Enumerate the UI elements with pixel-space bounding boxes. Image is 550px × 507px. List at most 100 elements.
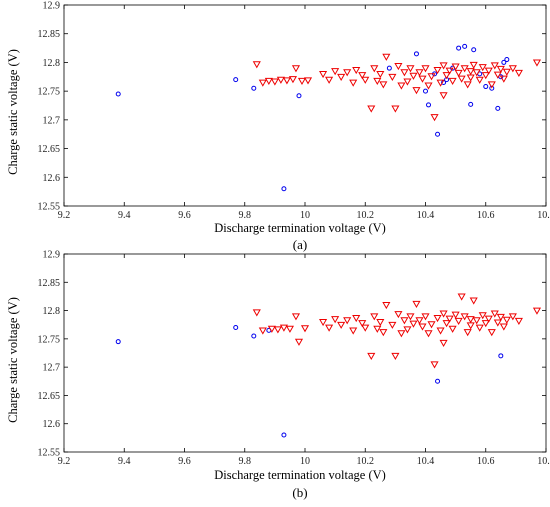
data-point-triangle bbox=[439, 62, 448, 70]
data-point-triangle bbox=[300, 325, 310, 333]
data-point-triangle bbox=[258, 79, 267, 87]
x-tick-label: 10.2 bbox=[357, 456, 375, 467]
data-point-triangle bbox=[282, 77, 291, 85]
y-tick-label: 12.6 bbox=[43, 173, 61, 184]
data-point-triangle bbox=[361, 76, 370, 84]
data-point-circle bbox=[483, 84, 489, 90]
data-point-triangle bbox=[273, 326, 282, 334]
y-tick-label: 12.65 bbox=[38, 144, 61, 155]
data-point-triangle bbox=[439, 92, 448, 100]
y-tick-label: 12.75 bbox=[38, 334, 61, 345]
data-point-triangle bbox=[478, 64, 487, 72]
y-tick-label: 12.85 bbox=[38, 278, 61, 289]
data-point-circle bbox=[296, 93, 302, 99]
data-point-triangle bbox=[454, 317, 463, 325]
data-point-triangle bbox=[397, 330, 406, 338]
data-point-circle bbox=[471, 47, 477, 53]
data-point-triangle bbox=[331, 68, 340, 76]
data-point-triangle bbox=[484, 67, 493, 75]
x-tick-label: 10.4 bbox=[417, 210, 435, 221]
data-point-triangle bbox=[391, 105, 400, 113]
y-axis-label: Charge static voltage (V) bbox=[6, 49, 20, 175]
data-point-triangle bbox=[270, 78, 279, 86]
data-point-triangle bbox=[463, 81, 472, 89]
data-point-triangle bbox=[472, 317, 481, 325]
data-point-triangle bbox=[493, 319, 502, 327]
x-tick-label: 9.4 bbox=[118, 456, 131, 467]
data-point-triangle bbox=[285, 325, 294, 333]
y-tick-label: 12.55 bbox=[38, 202, 61, 213]
data-point-triangle bbox=[445, 315, 454, 323]
data-point-triangle bbox=[499, 75, 508, 83]
plot-frame bbox=[63, 4, 547, 207]
data-point-triangle bbox=[337, 73, 346, 81]
data-point-triangle bbox=[325, 324, 334, 332]
data-point-triangle bbox=[415, 317, 424, 325]
data-point-triangle bbox=[370, 65, 379, 73]
data-point-triangle bbox=[442, 320, 451, 328]
data-point-triangle bbox=[448, 325, 457, 333]
data-point-triangle bbox=[394, 311, 403, 319]
data-point-triangle bbox=[487, 329, 496, 337]
data-point-triangle bbox=[490, 310, 499, 318]
data-point-triangle bbox=[487, 81, 496, 89]
data-point-circle bbox=[281, 186, 287, 192]
y-tick-label: 12.8 bbox=[43, 306, 61, 317]
data-point-triangle bbox=[382, 302, 391, 310]
data-point-triangle bbox=[406, 65, 415, 73]
data-point-circle bbox=[504, 57, 510, 63]
data-point-triangle bbox=[409, 320, 418, 328]
data-point-triangle bbox=[294, 338, 304, 346]
data-point-circle bbox=[251, 85, 257, 91]
data-point-triangle bbox=[442, 72, 451, 80]
data-point-triangle bbox=[403, 326, 412, 334]
data-point-triangle bbox=[454, 69, 463, 77]
data-point-triangle bbox=[252, 309, 261, 317]
data-point-circle bbox=[233, 77, 239, 83]
data-point-triangle bbox=[445, 67, 454, 75]
data-point-triangle bbox=[412, 300, 421, 308]
x-axis-label: Discharge termination voltage (V) bbox=[214, 221, 386, 235]
data-point-triangle bbox=[403, 78, 412, 86]
data-point-triangle bbox=[508, 313, 517, 321]
x-tick-label: 10 bbox=[300, 456, 310, 467]
data-point-triangle bbox=[466, 322, 475, 330]
panel-label: (b) bbox=[292, 485, 307, 500]
data-point-triangle bbox=[448, 77, 457, 86]
data-point-triangle bbox=[276, 76, 285, 84]
y-axis-label: Charge static voltage (V) bbox=[6, 297, 20, 423]
data-point-triangle bbox=[457, 293, 466, 301]
data-point-triangle bbox=[279, 324, 288, 332]
data-point-triangle bbox=[370, 313, 379, 321]
data-point-triangle bbox=[475, 76, 484, 84]
data-point-triangle bbox=[457, 75, 466, 83]
panel-label: (a) bbox=[293, 237, 307, 252]
data-point-triangle bbox=[258, 327, 267, 335]
y-tick-label: 12.7 bbox=[43, 115, 61, 126]
panel-b: Charge static voltage (V) Discharge term… bbox=[6, 250, 550, 501]
data-point-circle bbox=[489, 85, 495, 91]
data-point-triangle bbox=[358, 320, 367, 328]
data-point-triangle bbox=[379, 329, 388, 337]
data-point-triangle bbox=[493, 71, 502, 79]
data-point-triangle bbox=[303, 77, 313, 85]
data-point-triangle bbox=[367, 105, 376, 113]
data-point-triangle bbox=[337, 321, 346, 329]
x-tick-label: 9.6 bbox=[178, 456, 191, 467]
data-point-triangle bbox=[319, 71, 328, 79]
data-point-triangle bbox=[502, 316, 511, 324]
data-point-triangle bbox=[502, 68, 511, 76]
data-point-circle bbox=[498, 353, 504, 359]
data-point-triangle bbox=[291, 313, 301, 321]
data-point-triangle bbox=[421, 313, 430, 321]
plot-frame bbox=[63, 253, 547, 453]
data-point-circle bbox=[501, 59, 507, 65]
data-point-triangle bbox=[484, 315, 493, 323]
data-point-triangle bbox=[415, 69, 424, 77]
data-point-triangle bbox=[264, 77, 273, 86]
data-point-triangle bbox=[460, 65, 469, 73]
x-tick-label: 9.2 bbox=[58, 456, 71, 467]
data-point-triangle bbox=[319, 318, 328, 327]
data-point-triangle bbox=[388, 73, 397, 81]
